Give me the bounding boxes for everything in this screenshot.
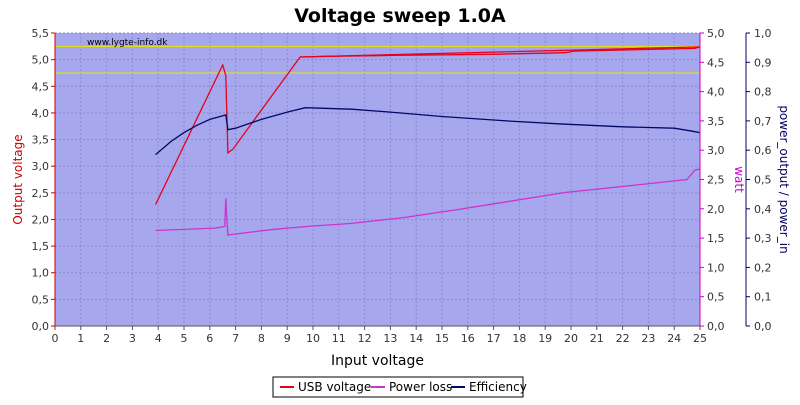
x-tick-label: 14 (409, 332, 423, 345)
y-left-tick-label: 4,5 (32, 80, 50, 93)
y-right2-tick-label: 0,1 (754, 291, 772, 304)
y-right1-tick-label: 1,0 (707, 261, 725, 274)
y-left-tick-label: 1,5 (32, 240, 50, 253)
y-left-tick-label: 5,5 (32, 27, 50, 40)
series-usb-voltage-plateau (300, 46, 701, 58)
y-left-tick-label: 0,0 (32, 320, 50, 333)
y-right2-tick-label: 0,7 (754, 115, 772, 128)
x-tick-label: 1 (77, 332, 84, 345)
y-right2-tick-label: 0,2 (754, 261, 772, 274)
plot-area (55, 33, 700, 326)
reference-lines (55, 45, 700, 74)
x-tick-label: 9 (284, 332, 291, 345)
x-tick-label: 3 (129, 332, 136, 345)
y-left-tick-label: 1,0 (32, 267, 50, 280)
y-left-tick-label: 0,5 (32, 293, 50, 306)
y-right2-tick-label: 0,5 (754, 174, 772, 187)
x-tick-label: 5 (181, 332, 188, 345)
x-tick-label: 16 (461, 332, 475, 345)
y-left-tick-label: 2,5 (32, 187, 50, 200)
x-axis-title: Input voltage (331, 353, 424, 369)
legend-label: USB voltage (298, 380, 371, 394)
chart-title: Voltage sweep 1.0A (294, 5, 506, 27)
y-axis-left-title: Output voltage (11, 134, 25, 224)
series-lines (155, 46, 701, 237)
y-left-tick-label: 2,0 (32, 213, 50, 226)
y-right1-tick-label: 5,0 (707, 27, 725, 40)
x-tick-label: 25 (693, 332, 707, 345)
watermark: www.lygte-info.dk (87, 38, 168, 48)
series-efficiency (155, 107, 701, 156)
y-right1-tick-label: 3,0 (707, 144, 725, 157)
y-right1-tick-label: 0,5 (707, 291, 725, 304)
x-tick-label: 20 (564, 332, 578, 345)
y-right1-tick-label: 2,5 (707, 174, 725, 187)
x-tick-label: 17 (487, 332, 501, 345)
x-tick-label: 0 (52, 332, 59, 345)
y-right1-tick-label: 0,0 (707, 320, 725, 333)
y-right1-tick-label: 4,0 (707, 86, 725, 99)
x-tick-label: 13 (383, 332, 397, 345)
y-axis-right1-title: watt (732, 166, 746, 193)
y-right2-tick-label: 0,6 (754, 144, 772, 157)
legend-label: Power loss (389, 380, 452, 394)
y-left-tick-label: 5,0 (32, 54, 50, 67)
y-axis-right2-title: power_output / power_in (777, 105, 791, 253)
x-tick-label: 6 (206, 332, 213, 345)
x-tick-label: 7 (232, 332, 239, 345)
legend-label: Efficiency (469, 380, 527, 394)
x-tick-label: 23 (641, 332, 655, 345)
y-right2-tick-label: 0,4 (754, 203, 772, 216)
x-tick-label: 22 (616, 332, 630, 345)
y-right2-tick-label: 0,3 (754, 232, 772, 245)
x-tick-label: 18 (512, 332, 526, 345)
x-tick-label: 24 (667, 332, 681, 345)
y-right1-tick-label: 2,0 (707, 203, 725, 216)
y-left-tick-label: 4,0 (32, 107, 50, 120)
series-power-loss (155, 168, 701, 237)
y-right1-tick-label: 3,5 (707, 115, 725, 128)
axes: 0 1 2 3 4 5 6 7 8 9 10 11 12 13 14 15 16 17 18 19 20 21 22 23 24… (32, 27, 772, 345)
y-right2-tick-label: 0,8 (754, 86, 772, 99)
x-tick-label: 8 (258, 332, 265, 345)
legend-box (272, 376, 524, 398)
y-right1-tick-label: 4,5 (707, 56, 725, 69)
legend: USB voltage Power loss Efficiency (272, 376, 527, 398)
y-right1-tick-label: 1,5 (707, 232, 725, 245)
y-left-tick-label: 3,5 (32, 134, 50, 147)
y-right2-tick-label: 1,0 (754, 27, 772, 40)
x-tick-label: 21 (590, 332, 604, 345)
y-left-tick-label: 3,0 (32, 160, 50, 173)
grid (54, 32, 701, 327)
x-tick-label: 4 (155, 332, 162, 345)
x-tick-label: 12 (358, 332, 372, 345)
x-tick-label: 19 (538, 332, 552, 345)
x-tick-label: 2 (103, 332, 110, 345)
x-tick-label: 11 (332, 332, 346, 345)
y-right2-tick-label: 0,9 (754, 56, 772, 69)
y-right2-tick-label: 0,0 (754, 320, 772, 333)
x-tick-label: 10 (306, 332, 320, 345)
x-tick-label: 15 (435, 332, 449, 345)
